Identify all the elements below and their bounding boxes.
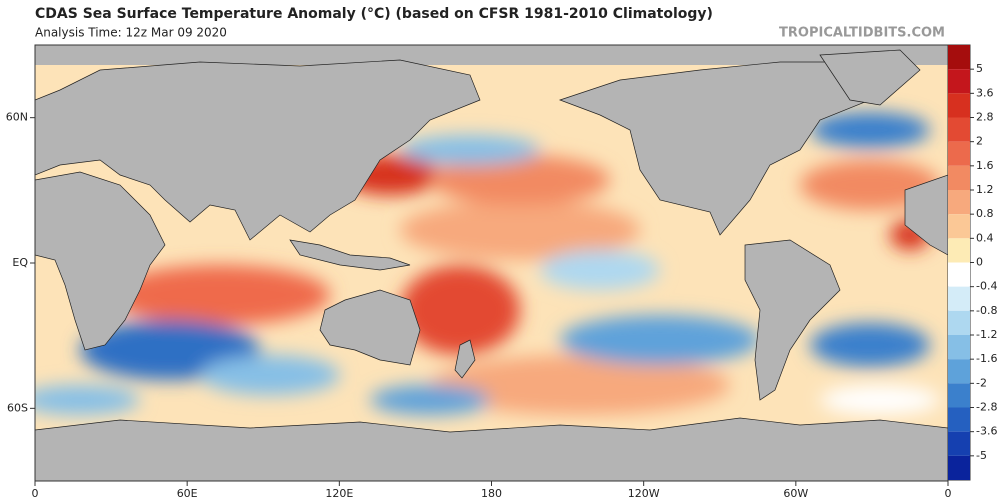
colorbar-label: -1.6 — [976, 352, 997, 365]
colorbar-label: 2.8 — [976, 111, 994, 124]
colorbar-segment — [948, 455, 970, 480]
colorbar-segment — [948, 45, 970, 70]
colorbar-label: 2 — [976, 135, 983, 148]
colorbar-label: 0 — [976, 256, 983, 269]
x-tick-label: 60W — [783, 487, 808, 500]
x-tick-label: 0 — [32, 487, 39, 500]
colorbar-segment — [948, 93, 970, 118]
colorbar-segment — [948, 165, 970, 190]
south-america — [744, 239, 841, 401]
colorbar-segment — [948, 69, 970, 94]
colorbar-segment — [948, 359, 970, 384]
colorbar-segment — [948, 383, 970, 408]
colorbar-segment — [948, 141, 970, 166]
australia — [319, 289, 421, 366]
colorbar-label: -0.4 — [976, 280, 997, 293]
colorbar-label: -3.6 — [976, 425, 997, 438]
colorbar-label: 1.6 — [976, 159, 994, 172]
y-tick-label: 60S — [7, 401, 28, 414]
colorbar-segment — [948, 310, 970, 335]
colorbar-segment — [948, 214, 970, 239]
north-america — [558, 61, 901, 236]
greenland — [819, 49, 921, 106]
colorbar-label: 0.8 — [976, 207, 994, 220]
title: CDAS Sea Surface Temperature Anomaly (°C… — [35, 6, 713, 22]
colorbar-segment — [948, 238, 970, 263]
x-tick-label: 120W — [628, 487, 660, 500]
eurasia — [35, 59, 481, 241]
colorbar-segment — [948, 190, 970, 215]
source: TROPICALTIDBITS.COM — [779, 26, 945, 41]
colorbar-label: -0.8 — [976, 304, 997, 317]
x-tick-label: 180 — [481, 487, 502, 500]
colorbar-label: -2 — [976, 376, 987, 389]
x-tick-label: 60E — [177, 487, 198, 500]
colorbar-label: 0.4 — [976, 231, 994, 244]
y-tick-label: EQ — [12, 256, 28, 269]
colorbar-label: -5 — [976, 449, 987, 462]
colorbar-segment — [948, 407, 970, 432]
africa — [35, 171, 166, 351]
indonesia — [289, 239, 411, 271]
x-tick-label: 0 — [945, 487, 952, 500]
arctic — [35, 45, 948, 65]
colorbar-label: -1.2 — [976, 328, 997, 341]
map — [35, 45, 948, 481]
anomaly-field — [35, 112, 940, 415]
antarctica — [35, 417, 948, 481]
colorbar-segment — [948, 262, 970, 287]
new-zealand — [454, 339, 476, 379]
colorbar-label: 5 — [976, 62, 983, 75]
colorbar-segment — [948, 335, 970, 360]
colorbar-label: 1.2 — [976, 183, 994, 196]
y-tick-label: 60N — [6, 111, 28, 124]
colorbar-label: -2.8 — [976, 401, 997, 414]
colorbar-label: 3.6 — [976, 86, 994, 99]
west-africa — [904, 174, 948, 256]
subtitle: Analysis Time: 12z Mar 09 2020 — [35, 26, 227, 40]
colorbar-segment — [948, 286, 970, 311]
x-tick-label: 120E — [325, 487, 353, 500]
colorbar-segment — [948, 431, 970, 456]
colorbar-segment — [948, 117, 970, 142]
